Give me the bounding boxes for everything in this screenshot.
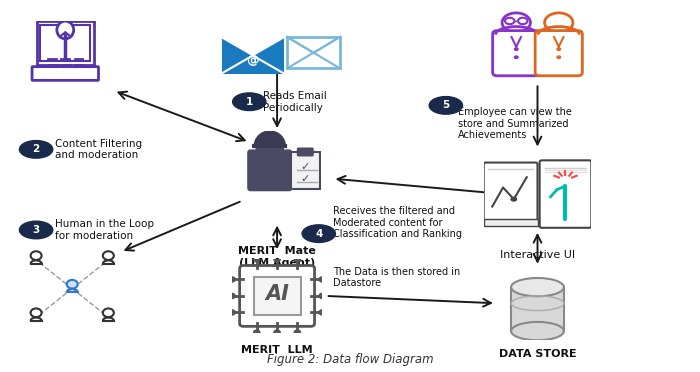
Text: 4: 4 xyxy=(315,229,323,238)
Text: 3: 3 xyxy=(32,225,40,235)
Text: Figure 2: Data flow Diagram: Figure 2: Data flow Diagram xyxy=(267,353,433,366)
Circle shape xyxy=(20,221,52,239)
Text: MERIT  LLM: MERIT LLM xyxy=(241,346,313,355)
Text: Interactive UI: Interactive UI xyxy=(500,250,575,260)
Circle shape xyxy=(232,93,266,110)
Text: Reads Email
Periodically: Reads Email Periodically xyxy=(263,91,327,112)
Text: MERIT  Mate
(LLM Agent): MERIT Mate (LLM Agent) xyxy=(238,247,316,268)
Text: 5: 5 xyxy=(442,100,449,110)
Text: Receives the filtered and
Moderated content for
Classification and Ranking: Receives the filtered and Moderated cont… xyxy=(332,206,461,239)
Circle shape xyxy=(302,225,335,243)
Circle shape xyxy=(429,97,463,114)
Text: The Data is then stored in
Datastore: The Data is then stored in Datastore xyxy=(332,267,460,288)
Circle shape xyxy=(20,141,52,158)
Text: Human in the Loop
for moderation: Human in the Loop for moderation xyxy=(55,219,154,241)
Text: Content Filtering
and moderation: Content Filtering and moderation xyxy=(55,138,142,160)
Text: 1: 1 xyxy=(246,97,253,107)
Text: DATA STORE: DATA STORE xyxy=(498,349,576,359)
Text: 2: 2 xyxy=(32,144,40,154)
Text: Employee can view the
store and Summarized
Achievements: Employee can view the store and Summariz… xyxy=(458,107,571,140)
